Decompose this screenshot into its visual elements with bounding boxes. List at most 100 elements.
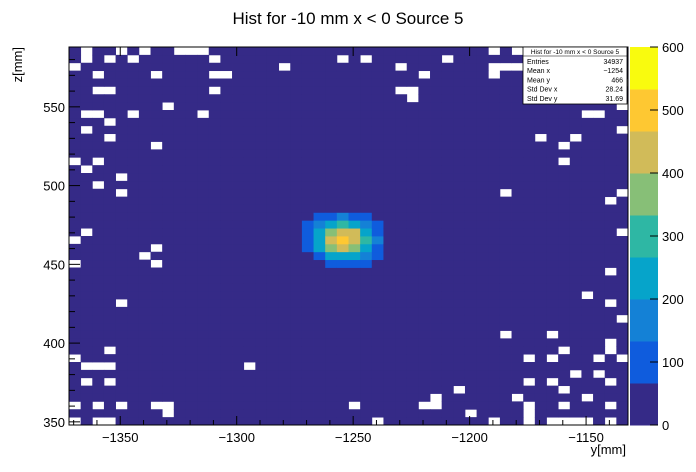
- heatmap-bin: [150, 62, 163, 72]
- heatmap-bin: [162, 236, 175, 245]
- heatmap-bin: [511, 102, 524, 111]
- heatmap-bin: [499, 275, 512, 284]
- heatmap-bin: [383, 78, 396, 87]
- heatmap-bin: [150, 125, 163, 135]
- heatmap-bin: [406, 401, 419, 410]
- heatmap-bin: [546, 251, 559, 261]
- heatmap-bin: [69, 228, 82, 237]
- heatmap-bin: [336, 125, 349, 135]
- y-tick-label: 500: [43, 179, 65, 194]
- heatmap-bin: [546, 275, 559, 284]
- heatmap-bin: [511, 110, 524, 119]
- heatmap-bin: [430, 228, 443, 237]
- heatmap-bin: [581, 369, 594, 379]
- heatmap-bin: [115, 78, 128, 87]
- heatmap-bin: [476, 180, 489, 190]
- heatmap-bin: [616, 275, 629, 284]
- heatmap-bin: [208, 409, 221, 418]
- heatmap-bin: [441, 196, 454, 205]
- heatmap-bin: [604, 259, 617, 268]
- heatmap-bin: [581, 299, 594, 308]
- heatmap-bin: [150, 133, 163, 142]
- heatmap-bin: [406, 267, 419, 276]
- heatmap-bin: [208, 117, 221, 127]
- heatmap-bin: [430, 117, 443, 127]
- heatmap-bin: [150, 354, 163, 363]
- heatmap-bin: [243, 70, 256, 79]
- heatmap-bin: [185, 70, 198, 79]
- stats-label: Std Dev x: [527, 87, 558, 94]
- heatmap-bin: [266, 243, 280, 253]
- z-tick-label: 0: [662, 418, 669, 433]
- heatmap-bin: [232, 110, 245, 119]
- heatmap-bin: [150, 204, 163, 213]
- heatmap-bin: [92, 409, 105, 418]
- heatmap-bin: [395, 338, 408, 347]
- heatmap-bin: [290, 212, 303, 221]
- heatmap-bin: [138, 330, 151, 339]
- heatmap-bin: [476, 54, 489, 64]
- heatmap-bin: [69, 385, 82, 394]
- heatmap-bin: [69, 251, 82, 261]
- heatmap-bin: [464, 141, 478, 150]
- heatmap-bin: [173, 62, 186, 72]
- heatmap-bin: [255, 188, 268, 198]
- heatmap-bin: [220, 141, 233, 150]
- heatmap-bin: [162, 110, 175, 119]
- heatmap-bin: [371, 401, 384, 410]
- heatmap-bin: [569, 141, 582, 150]
- heatmap-bin: [336, 204, 349, 213]
- heatmap-bin: [395, 110, 408, 119]
- heatmap-bin: [150, 188, 163, 198]
- heatmap-bin: [266, 86, 280, 95]
- heatmap-bin: [243, 94, 256, 103]
- heatmap-bin: [255, 385, 268, 394]
- heatmap-bin: [371, 236, 384, 245]
- heatmap-bin: [418, 385, 431, 394]
- heatmap-bin: [173, 188, 186, 198]
- heatmap-bin: [313, 369, 326, 379]
- heatmap-bin: [383, 102, 396, 111]
- heatmap-bin: [523, 236, 536, 245]
- heatmap-bin: [115, 125, 128, 135]
- heatmap-bin: [523, 275, 536, 284]
- heatmap-bin: [197, 196, 210, 205]
- heatmap-bin: [115, 157, 128, 166]
- heatmap-bin: [162, 47, 175, 56]
- heatmap-bin: [208, 385, 221, 394]
- heatmap-bin: [208, 393, 221, 402]
- heatmap-bin: [103, 330, 116, 339]
- heatmap-bin: [464, 259, 478, 268]
- heatmap-bin: [441, 149, 454, 158]
- heatmap-bin: [534, 165, 547, 174]
- heatmap-bin: [301, 243, 314, 253]
- heatmap-bin: [569, 275, 582, 284]
- heatmap-bin: [488, 330, 501, 339]
- heatmap-bin: [103, 354, 116, 363]
- heatmap-bin: [418, 133, 431, 142]
- heatmap-bin: [604, 354, 617, 363]
- heatmap-bin: [546, 173, 559, 182]
- heatmap-bin: [499, 385, 512, 394]
- heatmap-bin: [220, 173, 233, 182]
- stats-label: Std Dev y: [527, 96, 558, 103]
- heatmap-bin: [453, 117, 466, 127]
- heatmap-bin: [325, 86, 338, 95]
- heatmap-bin: [266, 47, 280, 56]
- heatmap-bin: [453, 354, 466, 363]
- heatmap-bin: [395, 149, 408, 158]
- heatmap-bin: [92, 54, 105, 64]
- heatmap-bin: [208, 102, 221, 111]
- heatmap-bin: [348, 165, 361, 174]
- heatmap-bin: [336, 133, 349, 142]
- heatmap-bin: [220, 385, 233, 394]
- heatmap-bin: [511, 369, 524, 379]
- heatmap-bin: [569, 330, 582, 339]
- heatmap-bin: [395, 141, 408, 150]
- heatmap-bin: [616, 165, 629, 174]
- heatmap-bin: [278, 204, 291, 213]
- heatmap-bin: [430, 346, 443, 355]
- heatmap-bin: [313, 306, 326, 316]
- heatmap-bin: [395, 275, 408, 284]
- heatmap-bin: [173, 251, 186, 261]
